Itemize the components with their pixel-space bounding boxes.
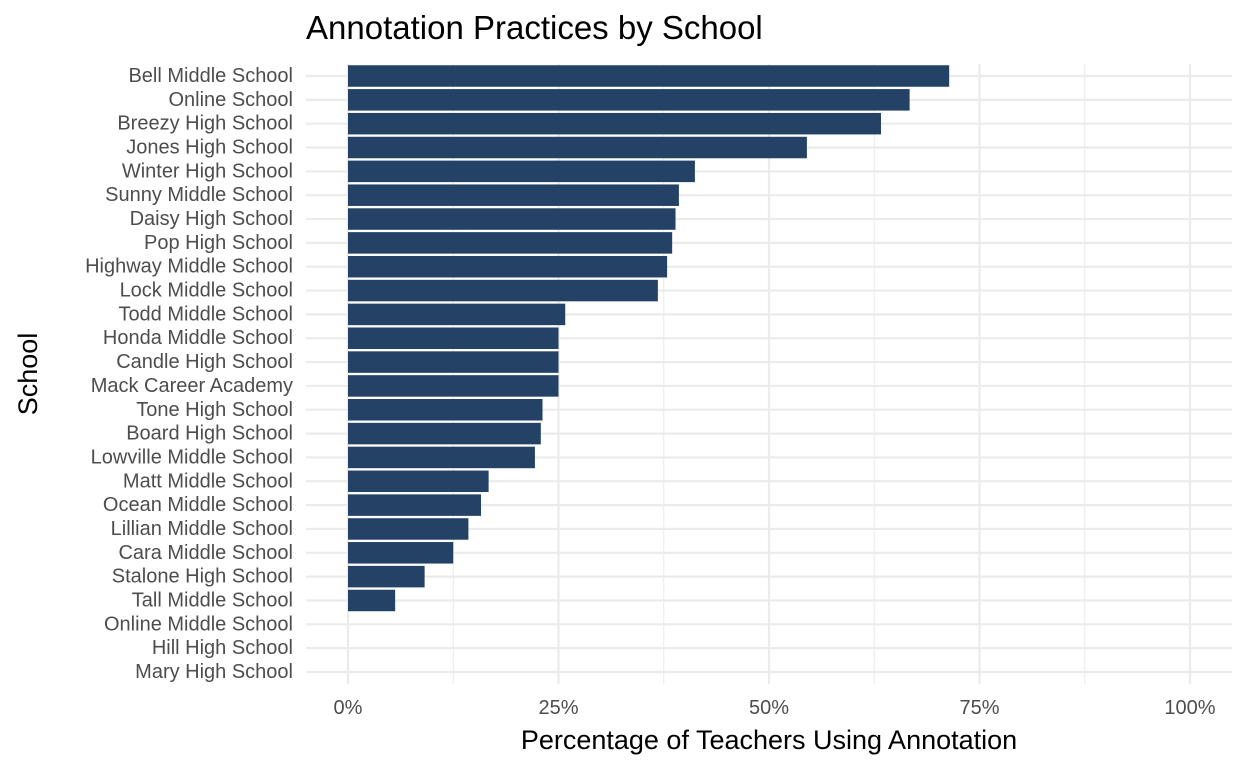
bar: [348, 589, 396, 612]
category-label: Sunny Middle School: [105, 184, 293, 206]
x-axis-title: Percentage of Teachers Using Annotation: [521, 725, 1017, 755]
bar: [348, 303, 566, 326]
category-label: Breezy High School: [117, 113, 293, 135]
bar: [348, 160, 695, 183]
category-label: Lock Middle School: [120, 280, 293, 302]
bar: [348, 65, 950, 87]
category-label: Winter High School: [122, 160, 293, 182]
bar: [348, 565, 425, 588]
category-label: Daisy High School: [130, 208, 293, 230]
x-tick-labels: 0% 25% 50% 75% 100%: [334, 697, 1216, 719]
category-label: Pop High School: [144, 232, 293, 254]
category-label: Online School: [168, 89, 293, 111]
bar: [348, 136, 807, 159]
bar: [348, 112, 881, 135]
category-label: Todd Middle School: [118, 303, 293, 325]
category-label: Online Middle School: [104, 613, 293, 635]
x-tick-label: 25%: [538, 697, 578, 719]
bar: [348, 255, 668, 278]
chart-title: Annotation Practices by School: [306, 9, 763, 46]
category-label: Cara Middle School: [118, 542, 293, 564]
category-label: Mary High School: [135, 661, 293, 683]
bar: [348, 518, 469, 540]
bar: [348, 542, 454, 564]
category-label: Board High School: [126, 423, 293, 445]
bar: [348, 422, 541, 445]
x-tick-label: 75%: [959, 697, 999, 719]
x-tick-label: 50%: [749, 697, 789, 719]
bars: [348, 65, 950, 612]
bar: [348, 470, 489, 493]
category-label: Jones High School: [126, 137, 293, 159]
bar: [348, 446, 535, 469]
category-label: Highway Middle School: [85, 256, 293, 278]
bar: [348, 232, 673, 254]
category-label: Mack Career Academy: [91, 375, 293, 397]
bar: [348, 375, 559, 397]
category-label: Bell Middle School: [128, 65, 293, 87]
category-label: Ocean Middle School: [103, 494, 293, 516]
category-label: Lillian Middle School: [111, 518, 293, 540]
category-label: Tone High School: [136, 399, 293, 421]
bar: [348, 494, 482, 516]
bar: [348, 89, 910, 111]
x-tick-label: 0%: [334, 697, 363, 719]
bar: [348, 184, 679, 206]
y-axis-title: School: [13, 333, 43, 416]
bar: [348, 327, 559, 349]
category-label: Honda Middle School: [103, 327, 293, 349]
category-label: Hill High School: [152, 637, 293, 659]
x-tick-label: 100%: [1164, 697, 1215, 719]
category-label: Candle High School: [116, 351, 293, 373]
bar: [348, 208, 676, 230]
bar: [348, 351, 559, 373]
category-label: Matt Middle School: [123, 470, 293, 492]
bar: [348, 279, 658, 302]
category-label: Tall Middle School: [132, 589, 293, 611]
category-label: Stalone High School: [112, 566, 293, 588]
bar: [348, 399, 543, 421]
category-label: Lowville Middle School: [91, 446, 293, 468]
